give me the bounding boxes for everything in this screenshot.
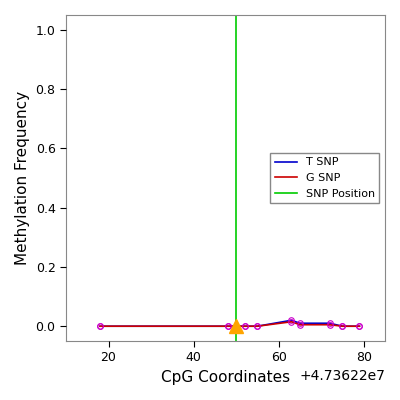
Y-axis label: Methylation Frequency: Methylation Frequency — [15, 91, 30, 265]
Legend: T SNP, G SNP, SNP Position: T SNP, G SNP, SNP Position — [270, 153, 380, 203]
X-axis label: CpG Coordinates: CpG Coordinates — [161, 370, 290, 385]
